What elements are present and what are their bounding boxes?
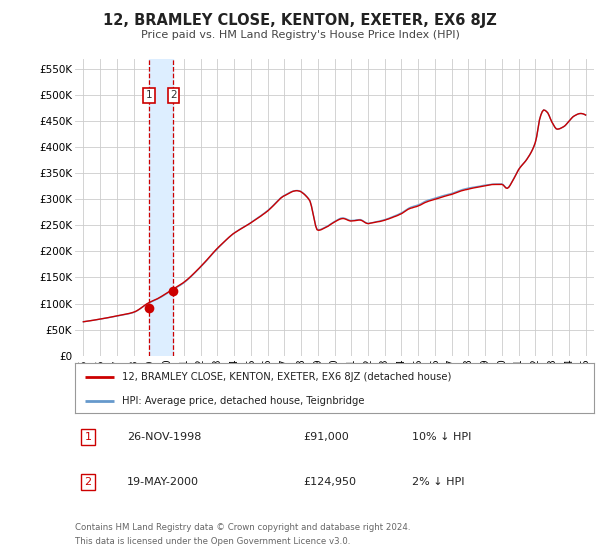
- Bar: [149, 59, 173, 356]
- Text: 12, BRAMLEY CLOSE, KENTON, EXETER, EX6 8JZ (detached house): 12, BRAMLEY CLOSE, KENTON, EXETER, EX6 8…: [122, 372, 451, 382]
- Text: 26-NOV-1998: 26-NOV-1998: [127, 432, 201, 442]
- Text: 2% ↓ HPI: 2% ↓ HPI: [412, 477, 465, 487]
- Text: 1: 1: [85, 432, 91, 442]
- Text: 2: 2: [170, 90, 177, 100]
- Text: £91,000: £91,000: [304, 432, 349, 442]
- Text: Price paid vs. HM Land Registry's House Price Index (HPI): Price paid vs. HM Land Registry's House …: [140, 30, 460, 40]
- Text: 2: 2: [85, 477, 92, 487]
- Text: 12, BRAMLEY CLOSE, KENTON, EXETER, EX6 8JZ: 12, BRAMLEY CLOSE, KENTON, EXETER, EX6 8…: [103, 13, 497, 28]
- Text: HPI: Average price, detached house, Teignbridge: HPI: Average price, detached house, Teig…: [122, 396, 364, 405]
- Text: 1: 1: [145, 90, 152, 100]
- Text: £124,950: £124,950: [304, 477, 356, 487]
- Text: Contains HM Land Registry data © Crown copyright and database right 2024.: Contains HM Land Registry data © Crown c…: [75, 523, 410, 532]
- Text: This data is licensed under the Open Government Licence v3.0.: This data is licensed under the Open Gov…: [75, 537, 350, 546]
- Text: 19-MAY-2000: 19-MAY-2000: [127, 477, 199, 487]
- Text: 10% ↓ HPI: 10% ↓ HPI: [412, 432, 472, 442]
